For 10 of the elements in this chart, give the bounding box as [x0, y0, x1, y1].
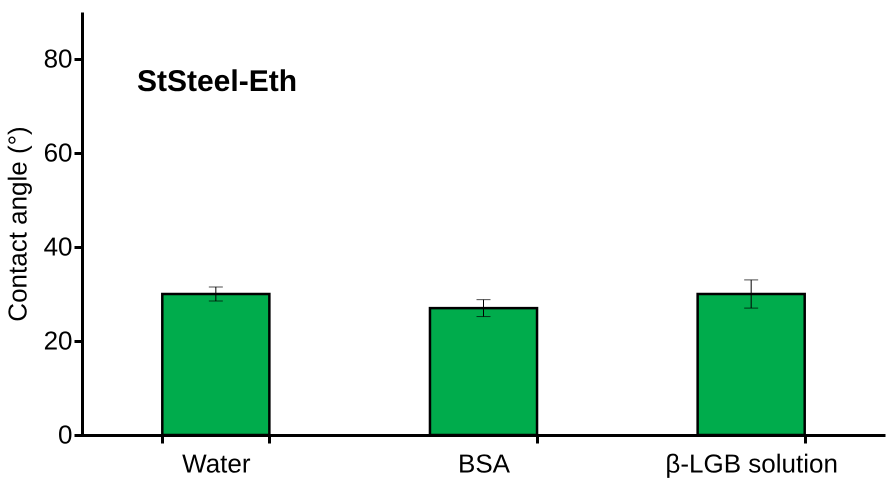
- y-tick-label: 0: [58, 420, 72, 450]
- y-tick-label: 40: [44, 232, 72, 262]
- x-tick-label: BSA: [458, 448, 511, 478]
- x-tick-label: β-LGB solution: [665, 448, 838, 478]
- y-tick-label: 20: [44, 326, 72, 356]
- y-axis-title: Contact angle (°): [2, 126, 33, 322]
- x-tick-label: Water: [182, 448, 251, 478]
- y-tick-label: 80: [44, 44, 72, 74]
- y-tick-label: 60: [44, 138, 72, 168]
- annotation: StSteel-Eth: [137, 65, 298, 98]
